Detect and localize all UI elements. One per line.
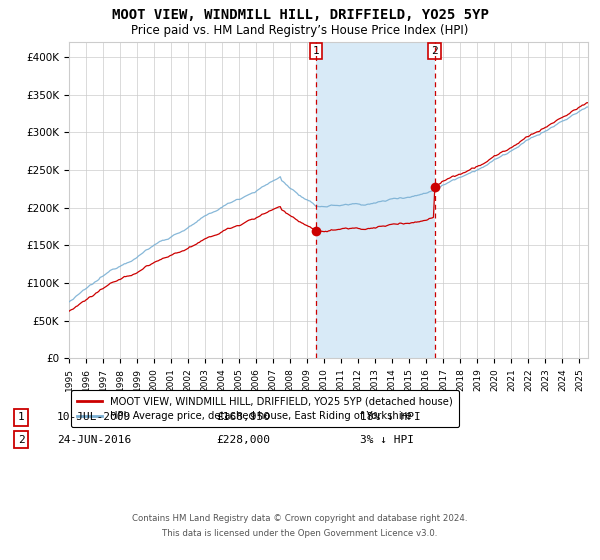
Text: 1: 1 [313, 46, 320, 56]
Legend: MOOT VIEW, WINDMILL HILL, DRIFFIELD, YO25 5YP (detached house), HPI: Average pri: MOOT VIEW, WINDMILL HILL, DRIFFIELD, YO2… [71, 390, 459, 427]
Text: 24-JUN-2016: 24-JUN-2016 [57, 435, 131, 445]
Text: This data is licensed under the Open Government Licence v3.0.: This data is licensed under the Open Gov… [163, 529, 437, 538]
Text: Contains HM Land Registry data © Crown copyright and database right 2024.: Contains HM Land Registry data © Crown c… [132, 514, 468, 523]
Text: 2: 2 [431, 46, 438, 56]
Text: 1: 1 [17, 412, 25, 422]
Text: 10-JUL-2009: 10-JUL-2009 [57, 412, 131, 422]
Text: 3% ↓ HPI: 3% ↓ HPI [360, 435, 414, 445]
Text: 2: 2 [17, 435, 25, 445]
Text: Price paid vs. HM Land Registry’s House Price Index (HPI): Price paid vs. HM Land Registry’s House … [131, 24, 469, 36]
Text: £228,000: £228,000 [216, 435, 270, 445]
Bar [316, 42, 434, 358]
Text: MOOT VIEW, WINDMILL HILL, DRIFFIELD, YO25 5YP: MOOT VIEW, WINDMILL HILL, DRIFFIELD, YO2… [112, 8, 488, 22]
Text: 18% ↓ HPI: 18% ↓ HPI [360, 412, 421, 422]
Text: £168,950: £168,950 [216, 412, 270, 422]
